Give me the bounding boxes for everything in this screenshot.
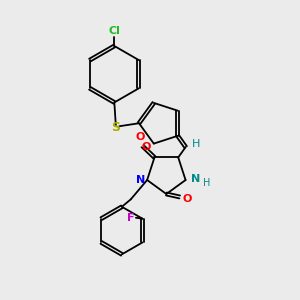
Text: S: S xyxy=(111,121,120,134)
Text: F: F xyxy=(128,213,135,223)
Text: N: N xyxy=(136,175,145,185)
Text: O: O xyxy=(136,132,145,142)
Text: Cl: Cl xyxy=(108,26,120,36)
Text: H: H xyxy=(203,178,210,188)
Text: H: H xyxy=(192,139,200,149)
Text: O: O xyxy=(142,142,151,152)
Text: N: N xyxy=(191,174,200,184)
Text: O: O xyxy=(183,194,192,204)
